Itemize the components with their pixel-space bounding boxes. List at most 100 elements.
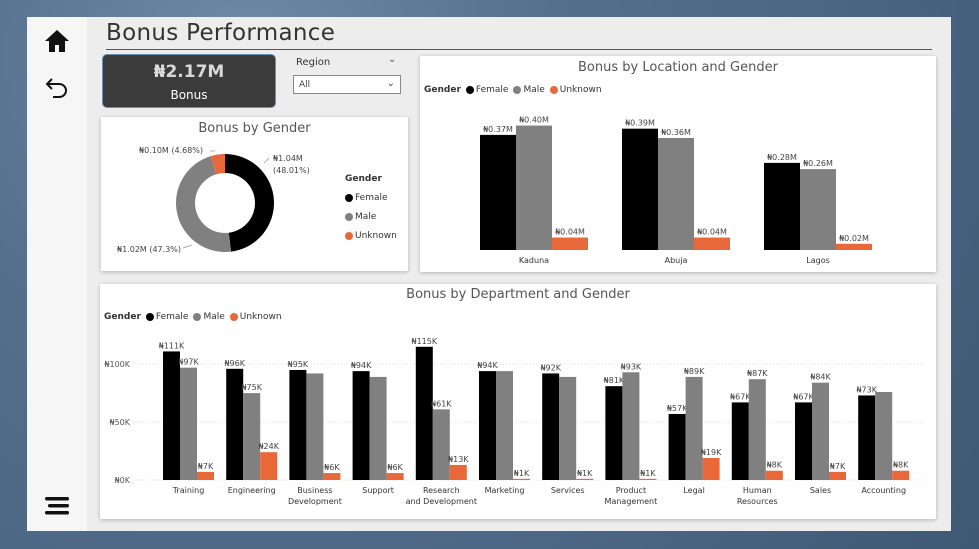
donut-label-unknown: ₦0.10M (4.68%) — [139, 146, 203, 155]
bar-accounting-male — [875, 391, 893, 480]
bar-research-and-development-female — [415, 346, 433, 480]
female-dot-icon — [465, 85, 474, 94]
data-label-sales-female: ₦67K — [793, 392, 814, 401]
back-arrow-icon[interactable] — [27, 73, 87, 101]
bar-training-female — [163, 351, 180, 480]
home-icon[interactable] — [27, 27, 87, 55]
bar-kaduna-female — [480, 134, 516, 250]
data-label-legal-unknown: ₦19K — [701, 448, 722, 457]
data-label-research-and-development-male: ₦61K — [431, 399, 452, 408]
y-tick-label: ₦100K — [104, 360, 130, 369]
data-label-lagos-unknown: ₦0.02M — [839, 234, 869, 243]
location-chart-title: Bonus by Location and Gender — [578, 60, 778, 75]
data-label-human-resources-unknown: ₦8K — [767, 461, 783, 470]
bar-research-and-development-male — [432, 409, 450, 480]
legend-title: Gender — [424, 85, 461, 95]
unknown-dot-icon — [345, 231, 353, 240]
bar-training-unknown — [197, 471, 214, 480]
data-label-lagos-male: ₦0.26M — [803, 159, 833, 168]
category-label-product-management: Product — [616, 486, 646, 495]
title-divider — [106, 49, 932, 50]
chevron-down-icon[interactable]: ⌄ — [388, 54, 397, 65]
legend-female[interactable]: Female — [145, 312, 189, 322]
bar-abuja-female — [622, 128, 658, 250]
bar-kaduna-unknown — [552, 237, 588, 250]
donut-leader-female — [263, 157, 270, 164]
bar-product-management-female — [605, 386, 623, 480]
bar-lagos-unknown — [836, 243, 872, 250]
sidebar — [27, 17, 87, 531]
data-label-abuja-male: ₦0.36M — [661, 128, 691, 137]
data-label-kaduna-unknown: ₦0.04M — [555, 228, 585, 237]
data-label-support-unknown: ₦6K — [387, 463, 403, 472]
legend-male[interactable]: Male — [513, 85, 545, 95]
data-label-product-management-female: ₦81K — [604, 376, 625, 385]
region-slicer-label: Region — [296, 57, 331, 68]
location-chart-card: Bonus by Location and Gender Gender Fema… — [420, 56, 936, 272]
unknown-dot-icon — [229, 312, 238, 321]
bar-product-management-male — [622, 372, 640, 480]
category-label-sales: Sales — [810, 486, 831, 495]
donut-legend-unknown[interactable]: Unknown — [345, 227, 397, 246]
bar-engineering-unknown — [260, 452, 278, 480]
location-legend: Gender Female Male Unknown — [424, 85, 602, 95]
legend-label: Unknown — [355, 231, 397, 241]
menu-icon[interactable] — [27, 493, 87, 519]
category-label-human-resources: Resources — [737, 497, 778, 506]
bar-marketing-male — [496, 371, 513, 480]
region-slicer-dropdown[interactable]: All ⌄ — [293, 75, 401, 94]
bar-engineering-female — [226, 368, 244, 480]
legend-female[interactable]: Female — [465, 85, 508, 95]
bar-research-and-development-unknown — [449, 464, 467, 480]
dropdown-chevron-icon: ⌄ — [386, 78, 395, 89]
data-label-legal-female: ₦57K — [667, 404, 688, 413]
legend-label: Male — [203, 312, 225, 322]
bonus-kpi-card[interactable]: ₦2.17M Bonus — [102, 54, 276, 108]
legend-label: Female — [155, 312, 189, 322]
bar-legal-unknown — [702, 457, 720, 480]
unknown-dot-icon — [549, 85, 558, 94]
donut-leader-male — [182, 244, 193, 249]
legend-title: Gender — [104, 312, 141, 322]
bar-business-development-male — [306, 373, 324, 480]
bar-human-resources-unknown — [765, 470, 783, 480]
bar-human-resources-female — [731, 402, 749, 480]
category-label-marketing: Marketing — [485, 486, 525, 495]
female-dot-icon — [345, 193, 353, 202]
male-dot-icon — [345, 212, 353, 221]
category-label-human-resources: Human — [743, 486, 772, 495]
data-label-engineering-female: ₦96K — [224, 359, 245, 368]
bar-services-unknown — [576, 478, 594, 480]
data-label-business-development-female: ₦95K — [288, 360, 309, 369]
legend-unknown[interactable]: Unknown — [549, 85, 602, 95]
kpi-label: Bonus — [170, 88, 208, 102]
male-dot-icon — [193, 312, 202, 321]
bar-human-resources-male — [748, 379, 766, 480]
legend-label: Female — [355, 193, 388, 203]
bar-sales-male — [812, 382, 829, 480]
male-dot-icon — [513, 85, 522, 94]
bar-accounting-unknown — [892, 470, 910, 480]
data-label-services-unknown: ₦1K — [577, 469, 593, 478]
department-legend: Gender Female Male Unknown — [104, 312, 282, 322]
data-label-human-resources-male: ₦87K — [747, 369, 768, 378]
bar-legal-female — [668, 413, 686, 480]
donut-legend-female[interactable]: Female — [345, 189, 397, 208]
page-title: Bonus Performance — [106, 20, 336, 46]
data-label-accounting-female: ₦73K — [856, 385, 877, 394]
bar-business-development-female — [289, 369, 307, 480]
donut-legend-male[interactable]: Male — [345, 208, 397, 227]
legend-male[interactable]: Male — [193, 312, 225, 322]
category-label-legal: Legal — [683, 486, 704, 495]
data-label-support-female: ₦94K — [351, 361, 372, 370]
legend-unknown[interactable]: Unknown — [229, 312, 282, 322]
bar-kaduna-male — [516, 125, 552, 250]
bar-services-female — [542, 373, 560, 480]
category-label-lagos: Lagos — [806, 256, 830, 265]
category-label-research-and-development: Research — [423, 486, 460, 495]
bar-abuja-male — [658, 138, 694, 250]
department-chart-title: Bonus by Department and Gender — [406, 287, 630, 302]
donut-slice-male — [176, 156, 232, 252]
data-label-kaduna-male: ₦0.40M — [519, 116, 549, 125]
bar-services-male — [559, 376, 577, 480]
